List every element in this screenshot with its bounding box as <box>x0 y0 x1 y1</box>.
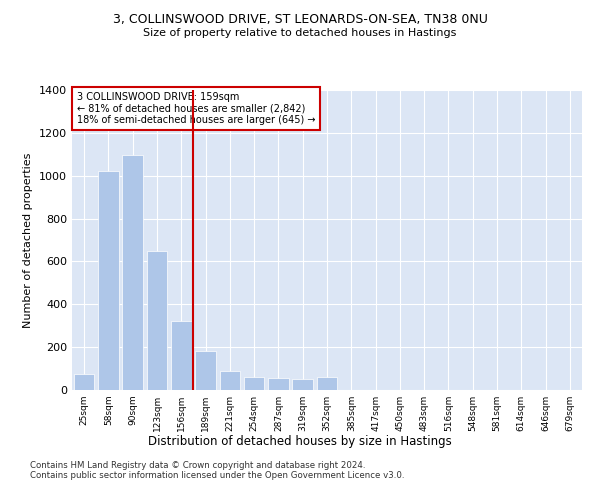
Bar <box>171 322 191 390</box>
Text: 3 COLLINSWOOD DRIVE: 159sqm
← 81% of detached houses are smaller (2,842)
18% of : 3 COLLINSWOOD DRIVE: 159sqm ← 81% of det… <box>77 92 316 124</box>
Text: Size of property relative to detached houses in Hastings: Size of property relative to detached ho… <box>143 28 457 38</box>
Y-axis label: Number of detached properties: Number of detached properties <box>23 152 34 328</box>
Bar <box>195 352 216 390</box>
Text: Contains HM Land Registry data © Crown copyright and database right 2024.
Contai: Contains HM Land Registry data © Crown c… <box>30 460 404 480</box>
Bar <box>268 378 289 390</box>
Bar <box>244 377 265 390</box>
Bar <box>317 377 337 390</box>
Bar <box>122 156 143 390</box>
Bar <box>74 374 94 390</box>
Text: Distribution of detached houses by size in Hastings: Distribution of detached houses by size … <box>148 435 452 448</box>
Bar <box>146 250 167 390</box>
Bar <box>98 172 119 390</box>
Text: 3, COLLINSWOOD DRIVE, ST LEONARDS-ON-SEA, TN38 0NU: 3, COLLINSWOOD DRIVE, ST LEONARDS-ON-SEA… <box>113 12 487 26</box>
Bar <box>220 370 240 390</box>
Bar <box>292 380 313 390</box>
